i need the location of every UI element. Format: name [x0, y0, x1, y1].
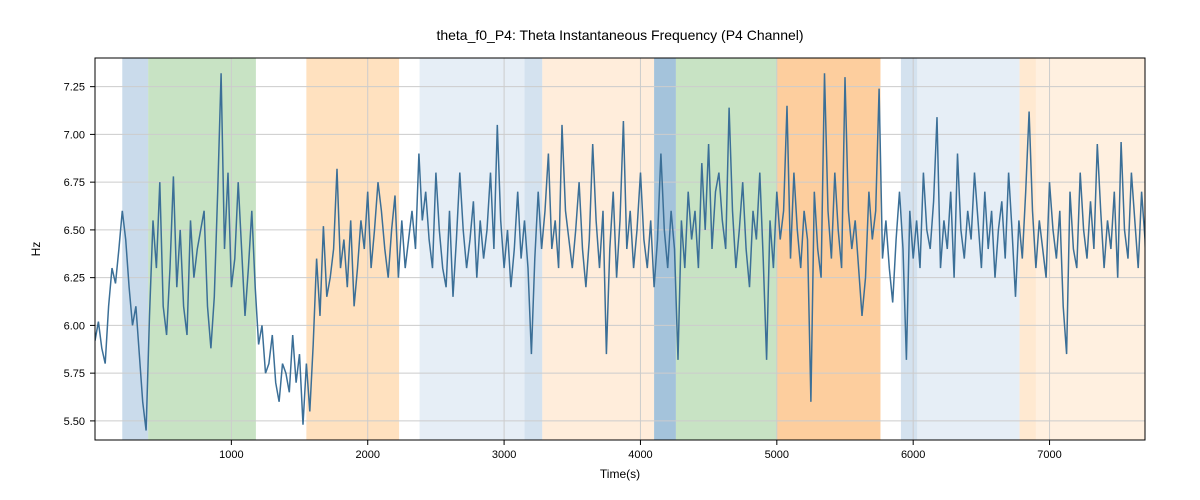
- x-tick-label: 6000: [901, 449, 925, 461]
- y-tick-label: 7.00: [64, 129, 85, 141]
- y-tick-label: 6.50: [64, 225, 85, 237]
- y-tick-label: 6.75: [64, 177, 85, 189]
- y-axis-label: Hz: [29, 242, 43, 257]
- x-tick-label: 1000: [219, 449, 243, 461]
- y-tick-label: 5.75: [64, 368, 85, 380]
- x-tick-label: 5000: [765, 449, 789, 461]
- chart-title: theta_f0_P4: Theta Instantaneous Frequen…: [436, 27, 803, 43]
- y-tick-label: 7.25: [64, 82, 85, 94]
- x-tick-label: 4000: [628, 449, 652, 461]
- y-tick-label: 6.25: [64, 273, 85, 285]
- x-axis-label: Time(s): [600, 467, 640, 481]
- line-chart: 1000 2000 3000 4000 5000 6000 7000 5.50 5.75 6.00…: [0, 0, 1200, 500]
- x-tick-label: 7000: [1037, 449, 1061, 461]
- y-tick-label: 6.00: [64, 320, 85, 332]
- y-tick-label: 5.50: [64, 416, 85, 428]
- x-tick-label: 2000: [355, 449, 379, 461]
- chart-container: 1000 2000 3000 4000 5000 6000 7000 5.50 5.75 6.00…: [0, 0, 1200, 500]
- x-tick-label: 3000: [492, 449, 516, 461]
